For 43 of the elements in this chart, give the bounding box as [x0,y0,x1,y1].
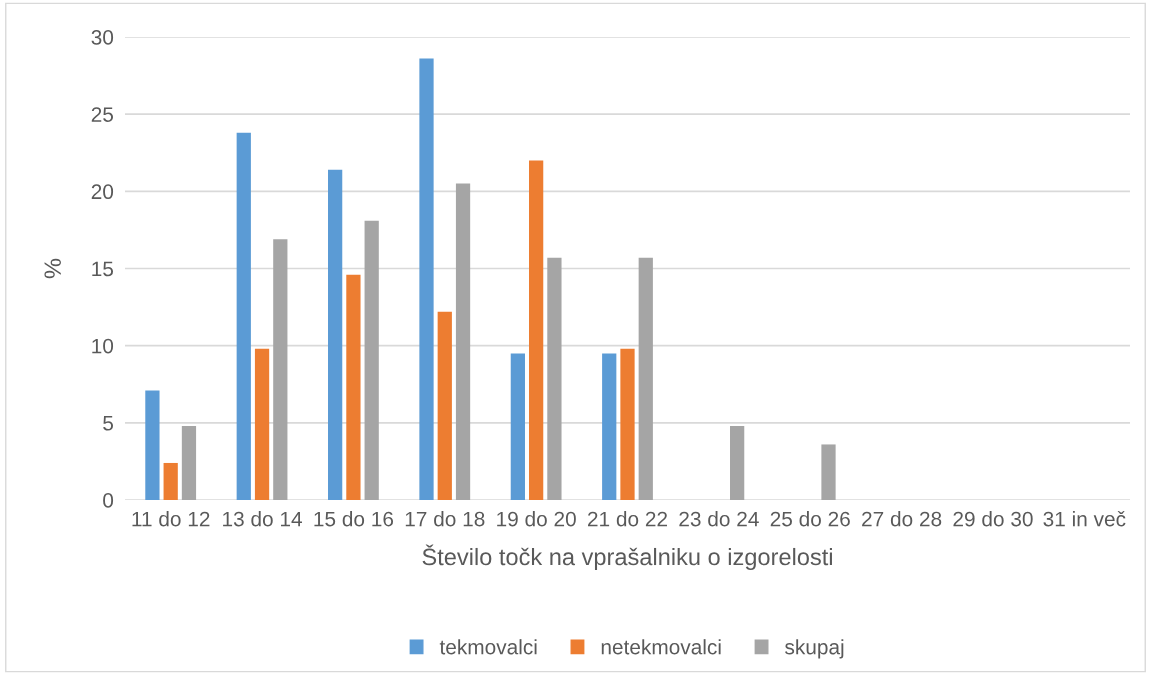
bar [821,444,836,500]
bar [602,353,617,500]
bar [163,462,178,500]
x-tick-label: 23 do 24 [679,511,759,527]
bar [620,348,635,500]
bar [346,274,361,500]
bar [455,183,471,500]
x-tick-label: 25 do 26 [770,511,850,527]
x-tick-label: 19 do 20 [497,511,576,527]
bar [437,311,452,500]
x-tick-label: 21 do 22 [588,511,668,527]
bar [510,353,525,500]
y-tick-label: 10 [92,338,114,354]
bar [273,239,288,500]
bar [328,169,343,500]
y-tick-label: 25 [91,107,114,122]
bar [145,390,160,500]
y-axis-title: % [44,258,61,279]
bar [730,425,745,500]
bar [419,58,434,500]
legend-label: tekmovalci [439,639,537,655]
x-tick-label: 15 do 16 [314,511,394,527]
bar [364,220,379,500]
y-tick-label: 30 [91,30,114,45]
bar [547,257,562,500]
bar [638,257,653,500]
x-tick-label: 31 in več [1043,511,1126,527]
x-axis-title: Število točk na vprašalniku o izgorelosti [422,544,832,570]
bar [236,132,251,500]
x-tick-label: 27 do 28 [862,511,942,527]
x-tick-label: 11 do 12 [132,511,210,527]
legend-label: netekmovalci [601,639,721,655]
y-tick-label: 5 [103,416,114,431]
x-tick-label: 17 do 18 [405,511,485,527]
bar [254,348,270,500]
bar [529,160,544,500]
x-tick-label: 29 do 30 [953,511,1033,527]
bar [181,425,197,500]
x-tick-label: 13 do 14 [223,511,302,527]
y-tick-label: 15 [92,261,114,277]
y-tick-label: 20 [91,184,114,200]
legend-label: skupaj [785,639,844,659]
y-tick-label: 0 [103,493,114,508]
